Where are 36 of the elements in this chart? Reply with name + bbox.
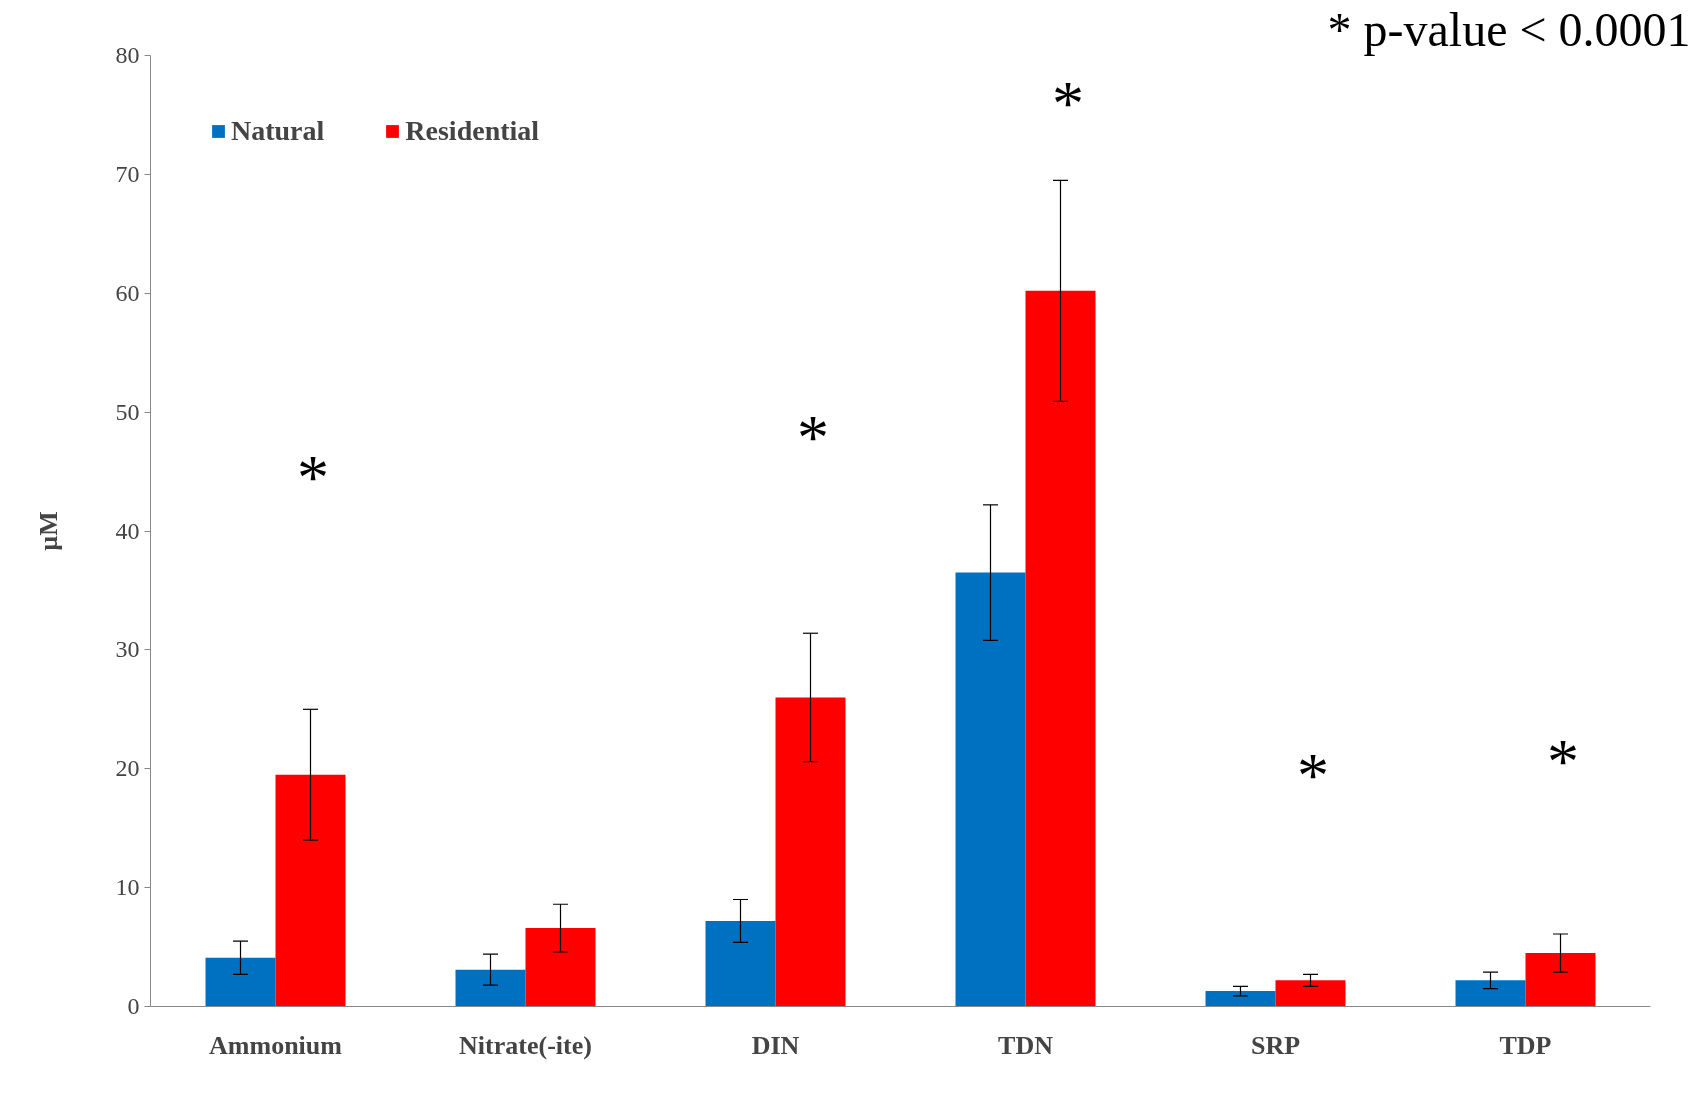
y-tick-label: 50: [115, 398, 140, 425]
x-tick-label: Nitrate(-ite): [459, 1030, 592, 1060]
bar: [525, 928, 596, 1007]
bar: [1025, 290, 1096, 1007]
text: * p-value < 0.0001: [1327, 2, 1691, 56]
bar: [205, 957, 276, 1007]
y-tick-label: 70: [115, 160, 140, 187]
y-tick-label: 80: [115, 42, 140, 68]
y-tick-label: 20: [115, 755, 140, 782]
y-tick-label: 30: [115, 636, 140, 663]
bar: [705, 920, 776, 1007]
x-tick-label: SRP: [1250, 1030, 1301, 1060]
y-axis-title: µM: [33, 511, 63, 551]
x-tick-label: TDP: [1499, 1030, 1552, 1060]
bar: [1525, 953, 1596, 1007]
bar: [455, 969, 526, 1007]
legend-label: Residential: [405, 115, 540, 147]
y-tick-label: 0: [127, 993, 140, 1019]
y-tick-label: 10: [115, 874, 140, 901]
annotation: *: [297, 442, 329, 514]
legend-label: Natural: [231, 115, 325, 147]
bar: [775, 697, 846, 1007]
annotation: *: [1297, 740, 1329, 812]
y-tick-label: 60: [115, 279, 140, 306]
bar: [1455, 980, 1526, 1007]
annotation: *: [1547, 726, 1579, 798]
bar: [1205, 991, 1276, 1007]
x-tick-label: TDN: [998, 1030, 1054, 1060]
bar: [955, 572, 1026, 1007]
bar: [1275, 980, 1346, 1007]
x-tick-label: DIN: [751, 1030, 800, 1060]
annotation: *: [1052, 67, 1084, 139]
x-tick-label: Ammonium: [209, 1030, 343, 1060]
y-tick-label: 40: [115, 517, 140, 544]
bar: [275, 774, 346, 1007]
annotation: *: [797, 401, 829, 473]
